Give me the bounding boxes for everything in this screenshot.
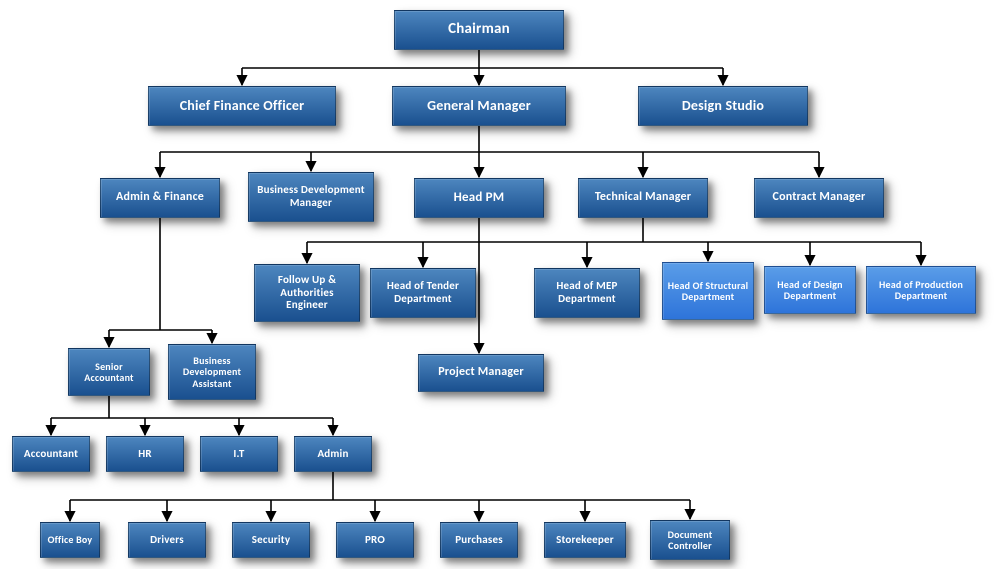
org-node-label: Security — [252, 534, 290, 547]
org-node-label: Contract Manager — [773, 191, 866, 205]
org-node-label: Head PM — [454, 191, 505, 206]
org-node-bdm: Business Development Manager — [248, 172, 374, 222]
org-node-security: Security — [232, 522, 310, 558]
org-node-label: Senior Accountant — [73, 361, 145, 384]
org-node-doccon: Document Controller — [650, 520, 730, 560]
org-node-label: Admin — [317, 448, 348, 461]
org-node-label: I.T — [233, 448, 244, 461]
org-node-label: Business Development Assistant — [173, 355, 251, 390]
org-node-label: PRO — [365, 534, 385, 547]
org-node-hmep: Head of MEP Department — [534, 268, 640, 318]
org-node-admfin: Admin & Finance — [100, 178, 220, 218]
org-node-hr: HR — [106, 436, 184, 472]
org-node-label: Purchases — [455, 534, 503, 547]
org-node-label: Storekeeper — [556, 534, 614, 547]
org-node-techm: Technical Manager — [578, 178, 708, 218]
org-node-office: Office Boy — [40, 522, 100, 558]
org-node-hstr: Head Of Structural Department — [662, 262, 754, 320]
org-node-label: HR — [138, 448, 152, 461]
org-node-sracc: Senior Accountant — [68, 348, 150, 396]
org-node-label: Design Studio — [682, 98, 764, 114]
org-node-label: Chief Finance Officer — [180, 98, 305, 114]
org-node-label: Head of Tender Department — [375, 280, 471, 305]
org-node-it: I.T — [200, 436, 278, 472]
org-node-chairman: Chairman — [394, 10, 564, 50]
org-node-gm: General Manager — [392, 86, 566, 126]
org-node-adm: Admin — [294, 436, 372, 472]
org-node-label: Chairman — [448, 21, 510, 38]
org-node-label: Head of Production Department — [871, 279, 971, 302]
org-node-label: General Manager — [427, 98, 531, 114]
org-node-label: Technical Manager — [595, 191, 691, 205]
org-node-label: Admin & Finance — [116, 191, 204, 205]
org-node-design: Design Studio — [638, 86, 808, 126]
org-node-label: Document Controller — [655, 529, 725, 552]
org-node-bda: Business Development Assistant — [168, 344, 256, 400]
org-node-hprod: Head of Production Department — [866, 266, 976, 314]
org-node-label: Business Development Manager — [253, 184, 369, 209]
org-node-pjm: Project Manager — [418, 354, 544, 392]
org-node-store: Storekeeper — [544, 522, 626, 558]
org-node-label: Accountant — [24, 448, 78, 461]
org-node-acc: Accountant — [12, 436, 90, 472]
org-node-contm: Contract Manager — [754, 178, 884, 218]
org-node-pro: PRO — [336, 522, 414, 558]
org-node-label: Head of MEP Department — [539, 280, 635, 305]
org-node-purch: Purchases — [440, 522, 518, 558]
org-node-label: Project Manager — [438, 366, 524, 380]
org-node-label: Head of Design Department — [769, 279, 851, 302]
org-node-label: Drivers — [150, 534, 184, 547]
org-node-drivers: Drivers — [128, 522, 206, 558]
org-node-fua: Follow Up & Authorities Engineer — [254, 264, 360, 322]
org-node-label: Office Boy — [48, 534, 93, 546]
org-node-hdes: Head of Design Department — [764, 266, 856, 314]
org-node-htd: Head of Tender Department — [370, 268, 476, 318]
org-node-headpm: Head PM — [414, 178, 544, 218]
org-node-label: Head Of Structural Department — [667, 280, 749, 303]
org-node-cfo: Chief Finance Officer — [148, 86, 336, 126]
org-node-label: Follow Up & Authorities Engineer — [259, 274, 355, 312]
